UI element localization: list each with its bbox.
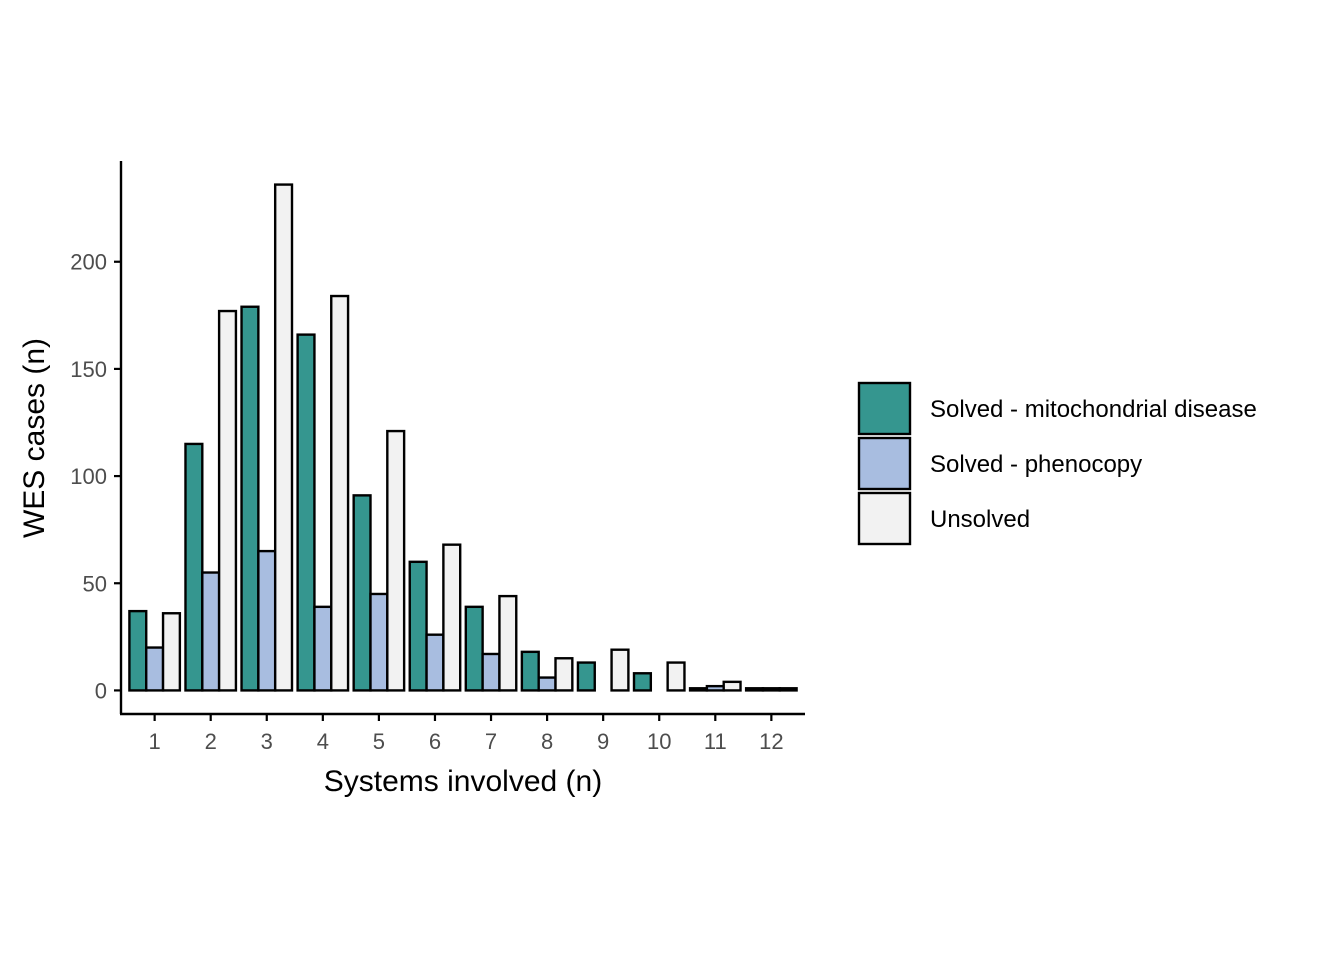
y-axis-title: WES cases (n) bbox=[18, 338, 51, 538]
bar-3-cat-6 bbox=[442, 543, 462, 692]
x-tick-label: 5 bbox=[373, 729, 385, 754]
bar-3-cat-9 bbox=[610, 648, 630, 692]
y-tick-label: 200 bbox=[70, 250, 107, 275]
x-tick-label: 9 bbox=[597, 729, 609, 754]
bar-3-cat-12 bbox=[778, 687, 798, 692]
bar-2-cat-12 bbox=[761, 687, 781, 692]
legend: Solved - mitochondrial disease Solved - p… bbox=[857, 381, 1257, 546]
x-tick-label: 2 bbox=[205, 729, 217, 754]
bar-3-cat-10 bbox=[666, 661, 686, 692]
bar-1-cat-7 bbox=[464, 605, 484, 692]
bar-1-cat-10 bbox=[632, 672, 653, 692]
x-tick-label: 7 bbox=[485, 729, 497, 754]
bar-2-cat-4 bbox=[313, 605, 333, 692]
x-axis-title: Systems involved (n) bbox=[324, 765, 602, 798]
legend-label-1: Solved - mitochondrial disease bbox=[930, 396, 1257, 423]
bar-1-cat-2 bbox=[184, 442, 204, 692]
bar-2-cat-5 bbox=[369, 592, 389, 692]
bar-2-cat-11 bbox=[705, 684, 725, 692]
bar-1-cat-5 bbox=[352, 494, 372, 692]
bar-2-cat-2 bbox=[201, 571, 221, 692]
legend-key-3 bbox=[857, 491, 912, 546]
x-tick-label: 12 bbox=[759, 729, 783, 754]
x-tick-label: 10 bbox=[647, 729, 671, 754]
x-tick-label: 3 bbox=[261, 729, 273, 754]
legend-key-1 bbox=[857, 381, 912, 436]
y-tick-label: 0 bbox=[95, 678, 107, 703]
legend-label-3: Unsolved bbox=[930, 506, 1030, 533]
x-tick-label: 4 bbox=[317, 729, 329, 754]
bar-1-cat-3 bbox=[240, 305, 260, 692]
bar-3-cat-2 bbox=[217, 309, 238, 692]
bar-1-cat-8 bbox=[520, 650, 540, 692]
x-tick-label: 1 bbox=[149, 729, 161, 754]
bar-1-cat-11 bbox=[688, 687, 709, 692]
bar-1-cat-1 bbox=[128, 609, 148, 692]
bar-2-cat-3 bbox=[257, 549, 277, 692]
x-tick-label: 6 bbox=[429, 729, 441, 754]
bar-1-cat-6 bbox=[408, 560, 428, 692]
axes-layer bbox=[119, 161, 805, 716]
y-tick-label: 100 bbox=[70, 464, 107, 489]
x-tick-label: 11 bbox=[704, 729, 727, 754]
bar-1-cat-9 bbox=[576, 661, 596, 692]
y-tick-label: 150 bbox=[70, 357, 107, 382]
bar-2-cat-8 bbox=[537, 676, 557, 692]
bars-layer bbox=[128, 183, 798, 692]
legend-label-2: Solved - phenocopy bbox=[930, 451, 1142, 478]
bar-3-cat-7 bbox=[498, 594, 518, 692]
bar-2-cat-7 bbox=[481, 652, 501, 692]
bar-3-cat-5 bbox=[386, 429, 406, 692]
bar-2-cat-1 bbox=[145, 646, 165, 692]
x-tick-label: 8 bbox=[541, 729, 553, 754]
bar-2-cat-6 bbox=[425, 633, 445, 692]
bar-3-cat-11 bbox=[722, 680, 742, 692]
bar-1-cat-4 bbox=[296, 333, 316, 692]
bar-3-cat-8 bbox=[554, 657, 574, 692]
bar-1-cat-12 bbox=[744, 687, 765, 692]
legend-key-2 bbox=[857, 436, 912, 491]
bar-3-cat-1 bbox=[161, 612, 182, 692]
bar-3-cat-4 bbox=[330, 294, 350, 692]
y-tick-label: 50 bbox=[83, 571, 107, 596]
bar-3-cat-3 bbox=[273, 183, 294, 692]
